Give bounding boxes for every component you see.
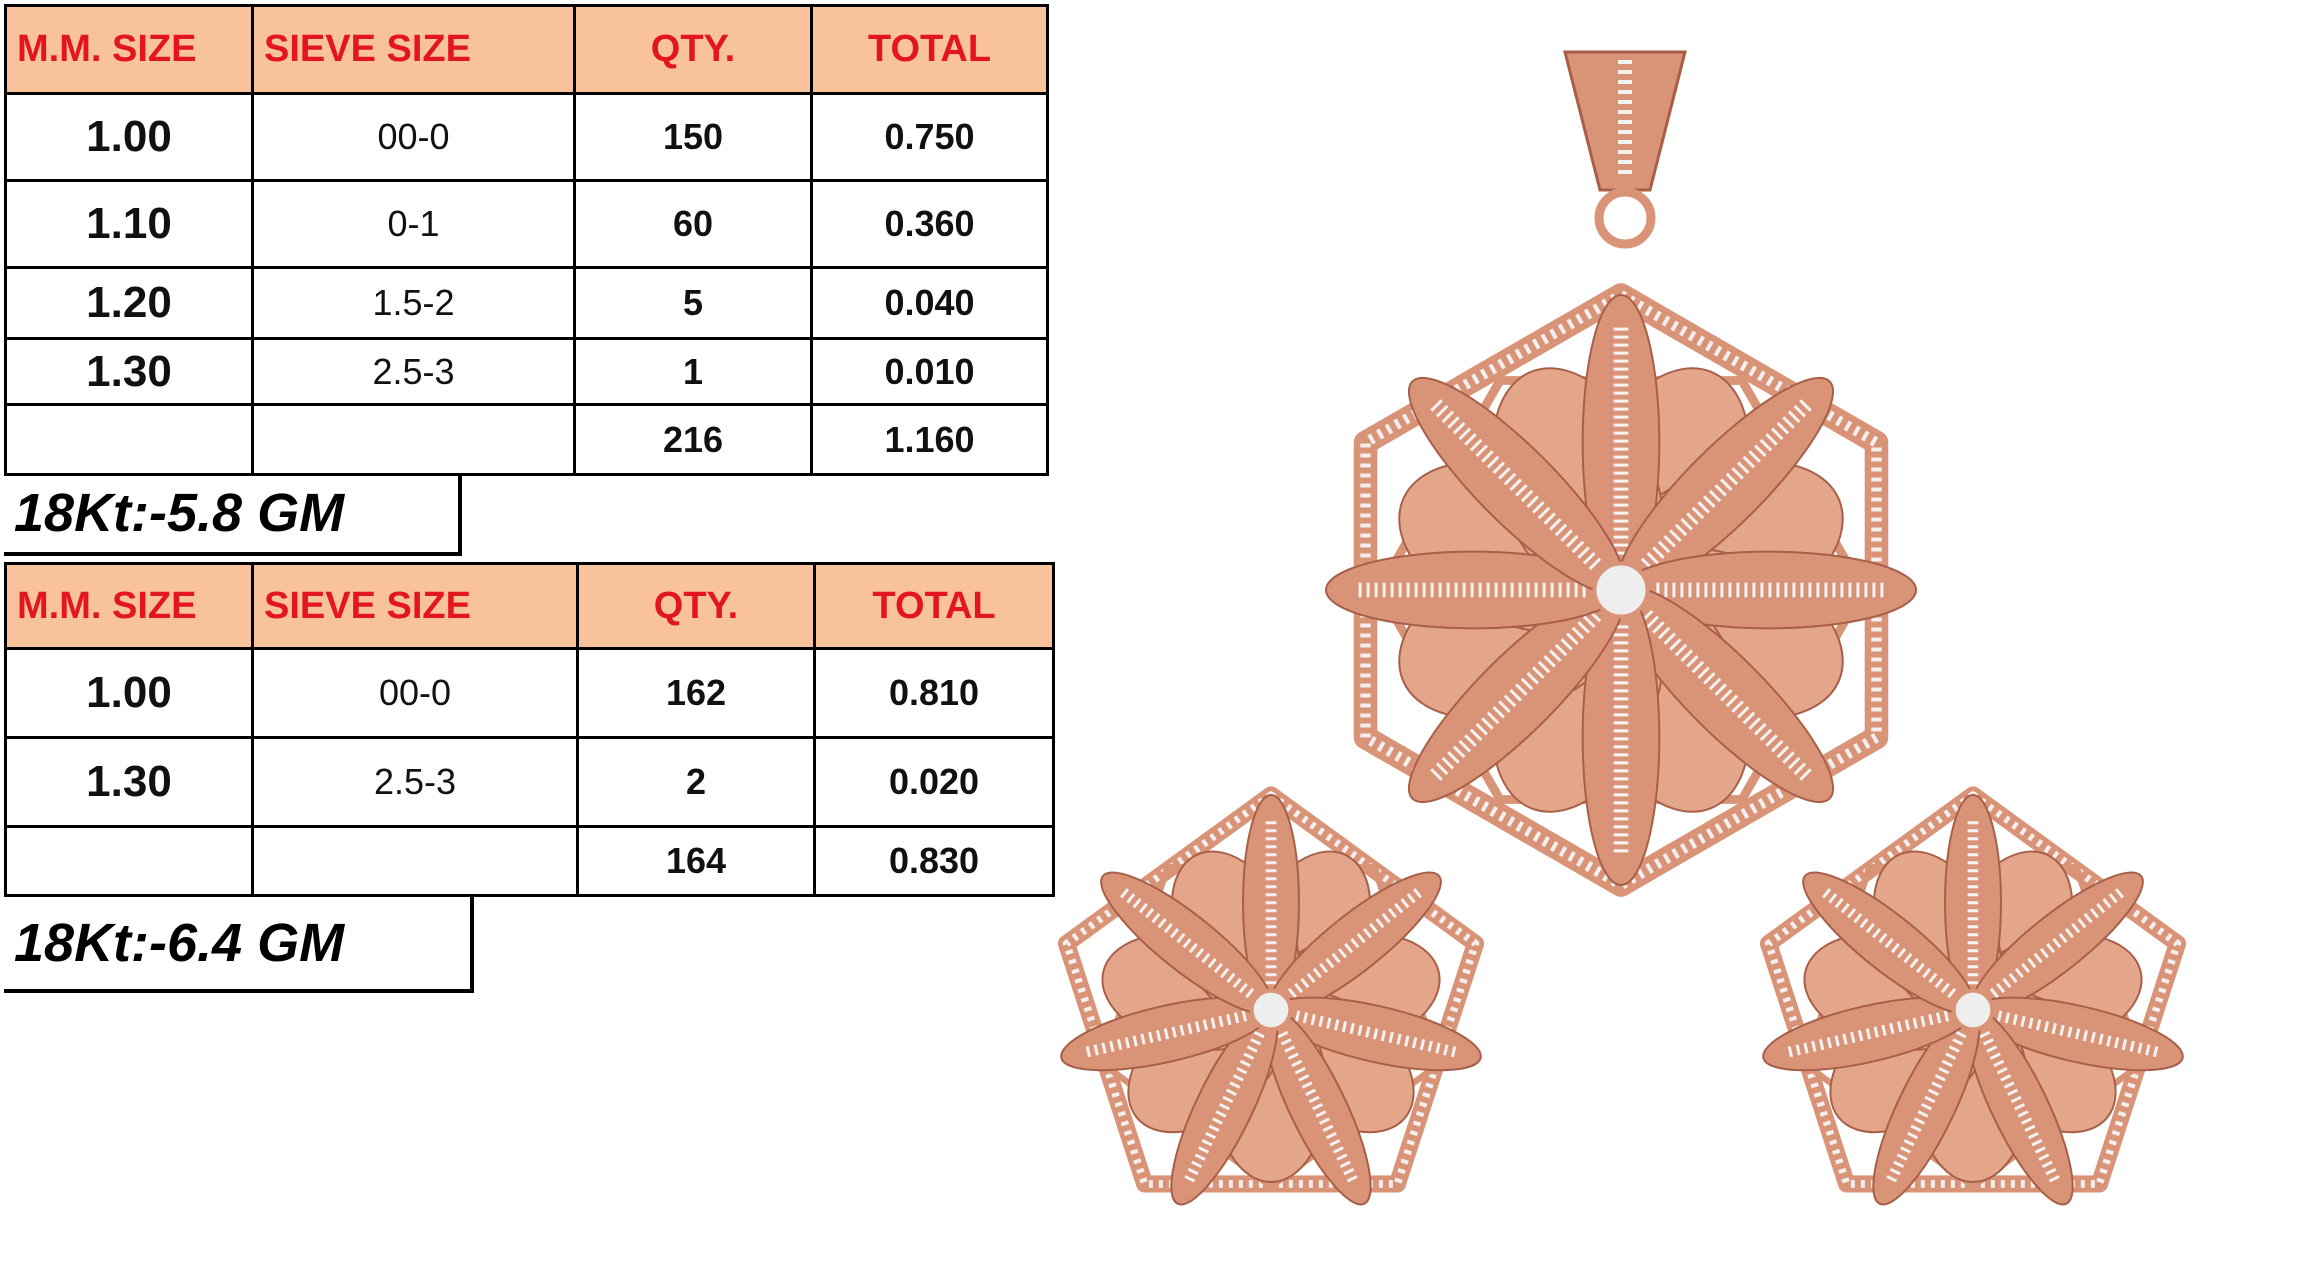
header-cell: QTY.: [573, 4, 813, 95]
total-weight: 1.160: [810, 403, 1049, 476]
jewel: [1759, 786, 2187, 1206]
header-cell: TOTAL: [810, 4, 1049, 95]
jump-ring: [1594, 187, 1656, 249]
center: [1249, 988, 1293, 1032]
metal-weight: 18Kt:-6.4 GM: [4, 897, 474, 993]
header-cell: M.M. SIZE: [4, 4, 254, 95]
center: [1951, 988, 1995, 1032]
jewel: [1325, 283, 1917, 897]
metal-weight: 18Kt:-5.8 GM: [4, 473, 462, 556]
total-qty: 164: [576, 825, 816, 897]
header-cell: SIEVE SIZE: [251, 562, 579, 650]
header-cell: TOTAL: [813, 562, 1055, 650]
table-cell: 0.010: [810, 337, 1049, 406]
total-weight: 0.830: [813, 825, 1055, 897]
center: [1592, 561, 1650, 619]
jewel: [1057, 786, 1485, 1206]
header-cell: M.M. SIZE: [4, 562, 254, 650]
